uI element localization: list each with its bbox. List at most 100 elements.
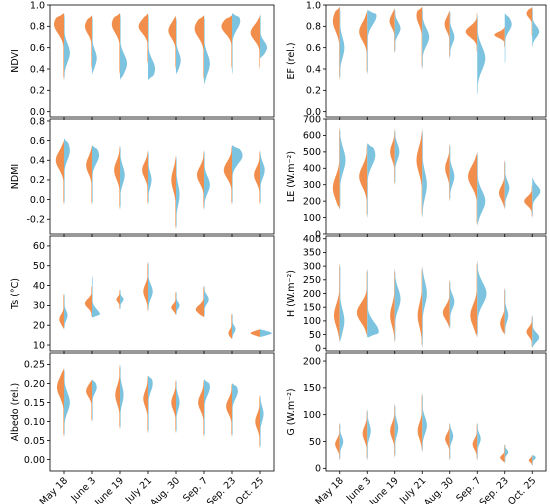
x-tick-label: Aug. 30 (422, 475, 456, 504)
violin-right (449, 10, 455, 59)
violin-right (148, 150, 152, 205)
y-tick-label: 150 (303, 383, 321, 394)
violin-left (528, 454, 533, 466)
violin-right (260, 150, 265, 205)
y-tick-label: 0.0 (30, 107, 45, 118)
violin-right (367, 10, 377, 75)
y-tick-label: 400 (303, 164, 321, 175)
y-tick-label: 0.8 (306, 22, 321, 33)
violin-right (204, 285, 209, 318)
axes-frame (49, 118, 275, 235)
violin-left (500, 288, 505, 335)
axes-frame (325, 4, 547, 118)
y-tick-label: 0.0 (306, 107, 321, 118)
violin-right (64, 138, 70, 205)
y-tick-label: 500 (303, 147, 321, 158)
violin-left (138, 13, 148, 64)
violin-left (143, 375, 148, 433)
y-tick-label: 0.00 (24, 455, 45, 466)
violin-left (111, 13, 120, 75)
violin-left (250, 329, 260, 338)
violin-left (221, 15, 232, 69)
y-tick-label: 1.0 (30, 0, 45, 11)
y-tick-label: 0.6 (306, 43, 321, 54)
violin-left (171, 291, 176, 316)
violin-left (142, 150, 148, 205)
y-tick-label: 100 (303, 213, 321, 224)
y-tick-label: 30 (33, 301, 45, 312)
violin-left (500, 444, 505, 463)
violin-right (120, 364, 124, 430)
y-tick-label: 600 (303, 131, 321, 142)
violin-right (504, 444, 509, 463)
violin-right (477, 260, 487, 338)
x-tick-label: Aug. 30 (148, 475, 182, 504)
violin-left (442, 279, 450, 330)
violin-left (332, 127, 340, 210)
violin-right (449, 143, 455, 202)
axes-frame (49, 235, 275, 352)
violin-left (416, 128, 423, 218)
violin-right (176, 379, 180, 433)
violin-right (92, 145, 100, 205)
y-tick-label: 0.2 (306, 86, 321, 97)
violin-left (416, 7, 423, 69)
violin-left (115, 364, 120, 430)
y-tick-label: 1.0 (306, 0, 321, 11)
violin-right (92, 15, 97, 75)
violin-right (148, 261, 153, 312)
y-tick-label: 50 (309, 437, 321, 448)
violin-right (532, 7, 540, 48)
y-tick-label: 0 (315, 464, 321, 475)
violin-right (477, 422, 481, 461)
violin-left (223, 145, 232, 205)
violin-left (56, 368, 64, 437)
violin-left (470, 260, 478, 338)
violin-right (339, 422, 344, 461)
violin-right (477, 13, 486, 96)
violin-left (359, 10, 368, 75)
y-tick-label: 200 (303, 289, 321, 300)
y-tick-label: 0.15 (24, 398, 45, 409)
y-tick-label: 300 (303, 180, 321, 191)
violin-right (504, 288, 509, 335)
violin-right (148, 13, 156, 80)
violin-right (232, 13, 241, 75)
y-tick-label: 100 (303, 410, 321, 421)
y-tick-label: 150 (303, 302, 321, 313)
y-tick-label: 0.0 (30, 195, 45, 206)
y-axis-label: NDMI (10, 164, 21, 189)
axes-frame (49, 352, 275, 472)
violin-left (84, 15, 92, 69)
panel-ts: 10 20 30 40 50 60 Ts (°C) (10, 235, 275, 354)
violin-left (195, 285, 204, 318)
y-tick-label: 0.8 (30, 22, 45, 33)
y-tick-label: 700 (303, 114, 321, 125)
y-tick-label: 400 (303, 234, 321, 245)
x-tick-label: Oct. 25 (506, 475, 538, 504)
violin-right (504, 160, 510, 210)
axes-frame (49, 4, 275, 118)
violin-right (120, 289, 124, 310)
violin-right (204, 15, 210, 86)
violin-left (465, 12, 478, 53)
y-tick-label: 40 (33, 281, 45, 292)
y-tick-label: 0.8 (30, 116, 45, 127)
x-tick-label: May 18 (38, 475, 70, 504)
violin-left (55, 140, 64, 205)
y-tick-label: 200 (303, 356, 321, 367)
violin-right (204, 150, 210, 210)
violin-right (422, 266, 427, 349)
violin-left (389, 8, 395, 53)
violin-right (204, 379, 210, 437)
violin-right (176, 17, 181, 75)
violin-left (84, 285, 92, 318)
violin-right (449, 422, 454, 461)
violin-left (198, 379, 204, 437)
violin-right (64, 368, 70, 437)
y-tick-label: 200 (303, 196, 321, 207)
violin-right (232, 313, 236, 340)
violin-right (232, 145, 243, 205)
violin-left (194, 15, 204, 80)
violin-right (64, 13, 70, 80)
